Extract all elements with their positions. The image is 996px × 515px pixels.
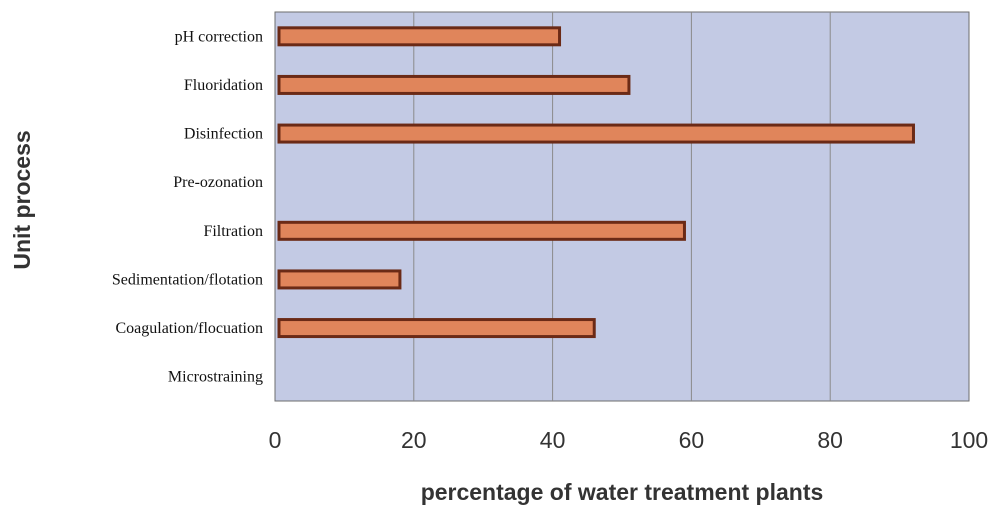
category-label: Sedimentation/flotation: [112, 271, 263, 288]
category-label: pH correction: [175, 28, 263, 45]
x-axis-title: percentage of water treatment plants: [421, 479, 824, 505]
x-tick-label: 40: [540, 427, 566, 453]
bar: [277, 26, 562, 47]
x-tick-label: 80: [817, 427, 843, 453]
category-label: Fluoridation: [184, 77, 263, 94]
bar: [277, 318, 596, 339]
plot-area: [274, 11, 970, 402]
bar: [277, 123, 915, 144]
x-tick-label: 60: [679, 427, 705, 453]
category-labels: pH correction Fluoridation Disinfection Pre…: [112, 28, 263, 385]
bar: [277, 220, 686, 241]
x-tick-label: 20: [401, 427, 427, 453]
y-axis-title: Unit process: [9, 130, 35, 269]
category-label: Disinfection: [184, 126, 263, 143]
bar: [277, 74, 631, 95]
x-tick-label: 0: [269, 427, 282, 453]
x-tick-labels: 0 20 40 60 80 100: [269, 427, 989, 453]
x-tick-label: 100: [950, 427, 988, 453]
bars: [277, 26, 915, 339]
category-label: Filtration: [203, 223, 263, 240]
category-label: Microstraining: [168, 369, 263, 386]
bar: [277, 269, 402, 290]
category-label: Coagulation/flocuation: [115, 320, 263, 337]
category-label: Pre-ozonation: [173, 174, 263, 191]
